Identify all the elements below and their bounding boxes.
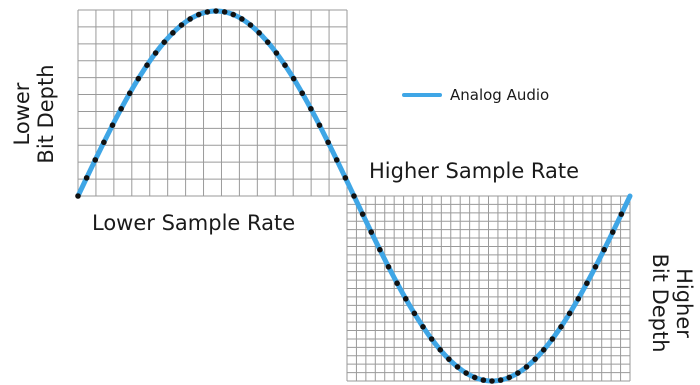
sample-point (359, 211, 366, 217)
sample-point (308, 105, 314, 112)
sample-point (471, 374, 478, 381)
legend: Analog Audio (402, 84, 549, 106)
sample-point (282, 62, 288, 68)
sample-point (230, 11, 237, 18)
sample-point (195, 11, 202, 18)
sample-point (506, 374, 513, 381)
sample-point (247, 22, 254, 28)
lower-bit-depth-line2: Bit Depth (34, 64, 58, 164)
sample-point (135, 75, 142, 82)
sample-point (325, 139, 331, 146)
sample-point (402, 295, 409, 302)
sample-point (592, 264, 599, 270)
sample-point (109, 122, 116, 128)
sample-point (558, 324, 564, 330)
lower-bit-depth-label: Lower Bit Depth (6, 64, 62, 164)
sample-point (549, 336, 556, 342)
sample-point (540, 347, 547, 353)
high-bit-depth-grid (346, 195, 631, 382)
sample-point (256, 30, 262, 36)
sample-point (463, 370, 469, 376)
sample-point (204, 9, 211, 15)
sample-point (618, 211, 625, 217)
sample-point (454, 364, 461, 370)
legend-wave-swatch (402, 93, 442, 97)
sample-point (273, 50, 280, 56)
sample-point (299, 90, 306, 97)
lower-sample-rate-label: Lower Sample Rate (92, 211, 296, 235)
sample-point (385, 264, 392, 270)
higher-bit-depth-line2: Bit Depth (648, 253, 672, 353)
sample-point (239, 16, 245, 22)
sample-point (101, 139, 107, 146)
sample-point (497, 377, 504, 383)
sample-point (333, 157, 340, 163)
sample-point (75, 193, 81, 199)
sample-point (411, 310, 418, 317)
sample-point (575, 295, 582, 302)
sample-point (351, 193, 357, 199)
sample-point (446, 356, 452, 362)
sample-point (584, 280, 590, 287)
sample-point (342, 175, 349, 181)
sample-point (187, 16, 193, 22)
sample-point (316, 122, 323, 128)
sample-point (523, 364, 530, 370)
sample-point (118, 105, 124, 112)
sample-point (83, 175, 90, 181)
sample-point (489, 378, 495, 384)
sample-point (264, 39, 271, 45)
sample-point (566, 310, 573, 317)
sample-point (437, 347, 444, 353)
higher-bit-depth-line1: Higher (672, 268, 696, 338)
sample-point (609, 229, 616, 235)
sample-point (178, 22, 185, 28)
legend-label: Analog Audio (450, 86, 550, 104)
sample-point (420, 324, 426, 330)
sample-point (152, 50, 159, 56)
sample-point (213, 8, 219, 14)
low-sample-rate-points (75, 8, 349, 199)
sample-point (532, 356, 538, 362)
higher-sample-rate-label: Higher Sample Rate (369, 159, 580, 183)
sample-point (92, 157, 99, 163)
sample-point (428, 336, 435, 342)
sample-point (126, 90, 133, 97)
lower-bit-depth-line1: Lower (10, 82, 34, 146)
sample-point (221, 9, 228, 15)
sample-point (161, 39, 168, 45)
sample-point (290, 75, 297, 82)
sample-point (368, 229, 375, 235)
sample-point (394, 280, 400, 287)
sample-point (480, 377, 487, 383)
sample-point (170, 30, 176, 36)
high-sample-rate-points (351, 193, 625, 384)
sample-point (144, 62, 150, 68)
sample-point (601, 246, 607, 253)
sample-point (515, 370, 521, 376)
sample-point (377, 246, 383, 253)
higher-bit-depth-label: Higher Bit Depth (644, 248, 700, 358)
